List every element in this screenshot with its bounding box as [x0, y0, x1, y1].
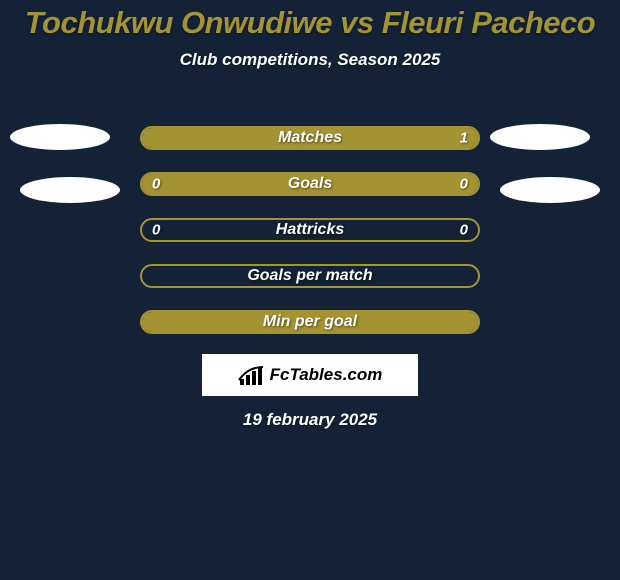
logo-text: FcTables.com	[270, 365, 383, 385]
stat-row: Goals 0 0	[140, 172, 480, 196]
stat-row: Hattricks 0 0	[140, 218, 480, 242]
comparison-card: Tochukwu Onwudiwe vs Fleuri Pacheco Club…	[0, 0, 620, 580]
decoration-ellipse	[10, 124, 110, 150]
decoration-ellipse	[500, 177, 600, 203]
stat-value-right: 0	[460, 176, 468, 193]
stat-value-left: 0	[152, 222, 160, 239]
subtitle: Club competitions, Season 2025	[0, 50, 620, 70]
stat-label: Hattricks	[276, 221, 344, 239]
stat-row: Matches 1	[140, 126, 480, 150]
decoration-ellipse	[20, 177, 120, 203]
stat-row: Goals per match	[140, 264, 480, 288]
stat-value-right: 1	[460, 130, 468, 147]
stat-row: Min per goal	[140, 310, 480, 334]
stat-label: Goals	[288, 175, 332, 193]
stat-value-right: 0	[460, 222, 468, 239]
stat-label: Matches	[278, 129, 342, 147]
fctables-logo: FcTables.com	[202, 354, 418, 396]
stats-block: Matches 1 Goals 0 0 Hattricks 0 0 Goals per matc…	[140, 126, 480, 334]
date-label: 19 february 2025	[243, 410, 377, 430]
page-title: Tochukwu Onwudiwe vs Fleuri Pacheco	[0, 0, 620, 40]
bars-icon	[238, 365, 264, 385]
stat-label: Goals per match	[247, 267, 372, 285]
stat-label: Min per goal	[263, 313, 357, 331]
decoration-ellipse	[490, 124, 590, 150]
stat-value-left: 0	[152, 176, 160, 193]
